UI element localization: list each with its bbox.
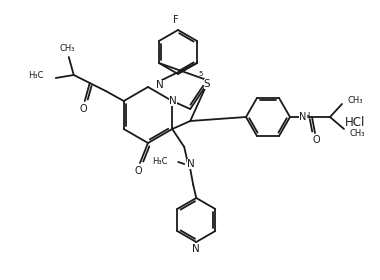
Text: O: O: [134, 166, 142, 176]
Text: H₃C: H₃C: [152, 157, 167, 165]
Text: O: O: [80, 104, 87, 114]
Text: S: S: [204, 79, 210, 89]
Text: 5: 5: [199, 71, 203, 77]
Text: N: N: [187, 159, 195, 169]
Text: CH₃: CH₃: [349, 129, 364, 137]
Text: CH₃: CH₃: [59, 43, 74, 53]
Text: F: F: [173, 15, 179, 25]
Text: HCl: HCl: [345, 116, 365, 129]
Text: N: N: [192, 244, 200, 254]
Text: N: N: [169, 96, 177, 106]
Text: H₃C: H₃C: [28, 71, 44, 80]
Text: H: H: [303, 111, 309, 120]
Text: N: N: [299, 112, 307, 122]
Text: CH₃: CH₃: [347, 95, 363, 104]
Text: O: O: [312, 135, 320, 145]
Text: N: N: [156, 80, 164, 90]
